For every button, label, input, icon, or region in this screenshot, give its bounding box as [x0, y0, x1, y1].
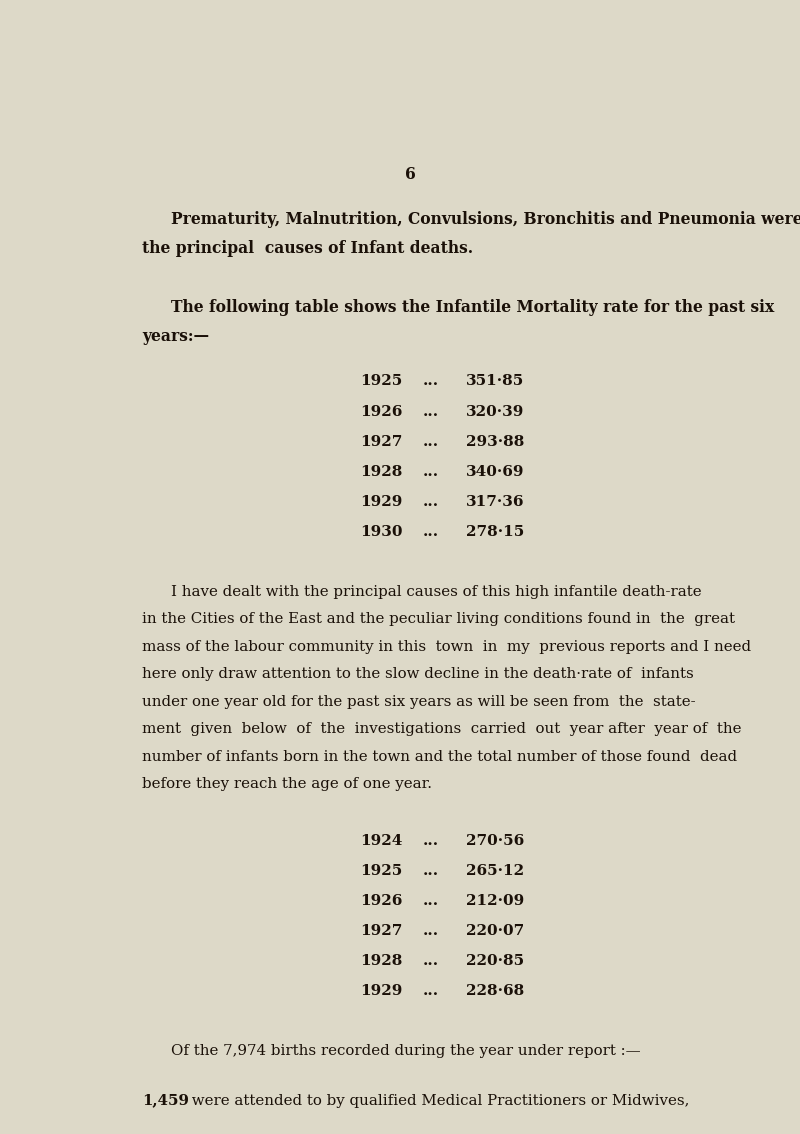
Text: 1928: 1928 [360, 465, 402, 479]
Text: ...: ... [422, 833, 438, 848]
Text: ...: ... [422, 864, 438, 878]
Text: 351·85: 351·85 [466, 374, 524, 389]
Text: 265·12: 265·12 [466, 864, 524, 878]
Text: ment  given  below  of  the  investigations  carried  out  year after  year of  : ment given below of the investigations c… [142, 722, 742, 736]
Text: mass of the labour community in this  town  in  my  previous reports and I need: mass of the labour community in this tow… [142, 640, 751, 654]
Text: 220·07: 220·07 [466, 924, 524, 938]
Text: Of the 7,974 births recorded during the year under report :—: Of the 7,974 births recorded during the … [171, 1044, 641, 1058]
Text: ...: ... [422, 465, 438, 479]
Text: ...: ... [422, 374, 438, 389]
Text: 293·88: 293·88 [466, 434, 524, 449]
Text: 1926: 1926 [360, 894, 402, 908]
Text: ...: ... [422, 954, 438, 968]
Text: 228·68: 228·68 [466, 984, 524, 998]
Text: 317·36: 317·36 [466, 494, 524, 509]
Text: 212·09: 212·09 [466, 894, 524, 908]
Text: number of infants born in the town and the total number of those found  dead: number of infants born in the town and t… [142, 750, 738, 764]
Text: ...: ... [422, 494, 438, 509]
Text: 1929: 1929 [360, 494, 402, 509]
Text: Prematurity, Malnutrition, Convulsions, Bronchitis and Pneumonia were: Prematurity, Malnutrition, Convulsions, … [171, 211, 800, 228]
Text: 1924: 1924 [360, 833, 402, 848]
Text: ...: ... [422, 924, 438, 938]
Text: 1928: 1928 [360, 954, 402, 968]
Text: 320·39: 320·39 [466, 405, 524, 418]
Text: before they reach the age of one year.: before they reach the age of one year. [142, 778, 432, 792]
Text: ...: ... [422, 984, 438, 998]
Text: The following table shows the Infantile Mortality rate for the past six: The following table shows the Infantile … [171, 299, 774, 316]
Text: under one year old for the past six years as will be seen from  the  state-: under one year old for the past six year… [142, 695, 696, 709]
Text: ...: ... [422, 405, 438, 418]
Text: 1929: 1929 [360, 984, 402, 998]
Text: here only draw attention to the slow decline in the death·rate of  infants: here only draw attention to the slow dec… [142, 668, 694, 682]
Text: ...: ... [422, 525, 438, 539]
Text: were attended to by qualified Medical Practitioners or Midwives,: were attended to by qualified Medical Pr… [187, 1093, 689, 1108]
Text: 1926: 1926 [360, 405, 402, 418]
Text: the principal  causes of Infant deaths.: the principal causes of Infant deaths. [142, 239, 474, 256]
Text: 278·15: 278·15 [466, 525, 524, 539]
Text: ...: ... [422, 434, 438, 449]
Text: years:—: years:— [142, 328, 210, 345]
Text: 270·56: 270·56 [466, 833, 524, 848]
Text: 340·69: 340·69 [466, 465, 524, 479]
Text: 1,459: 1,459 [142, 1093, 189, 1108]
Text: 6: 6 [405, 166, 415, 183]
Text: 1925: 1925 [360, 864, 402, 878]
Text: 220·85: 220·85 [466, 954, 524, 968]
Text: 1927: 1927 [360, 924, 402, 938]
Text: in the Cities of the East and the peculiar living conditions found in  the  grea: in the Cities of the East and the peculi… [142, 612, 735, 626]
Text: 1925: 1925 [360, 374, 402, 389]
Text: I have dealt with the principal causes of this high infantile death-rate: I have dealt with the principal causes o… [171, 585, 702, 599]
Text: ...: ... [422, 894, 438, 908]
Text: 1927: 1927 [360, 434, 402, 449]
Text: 1930: 1930 [360, 525, 403, 539]
